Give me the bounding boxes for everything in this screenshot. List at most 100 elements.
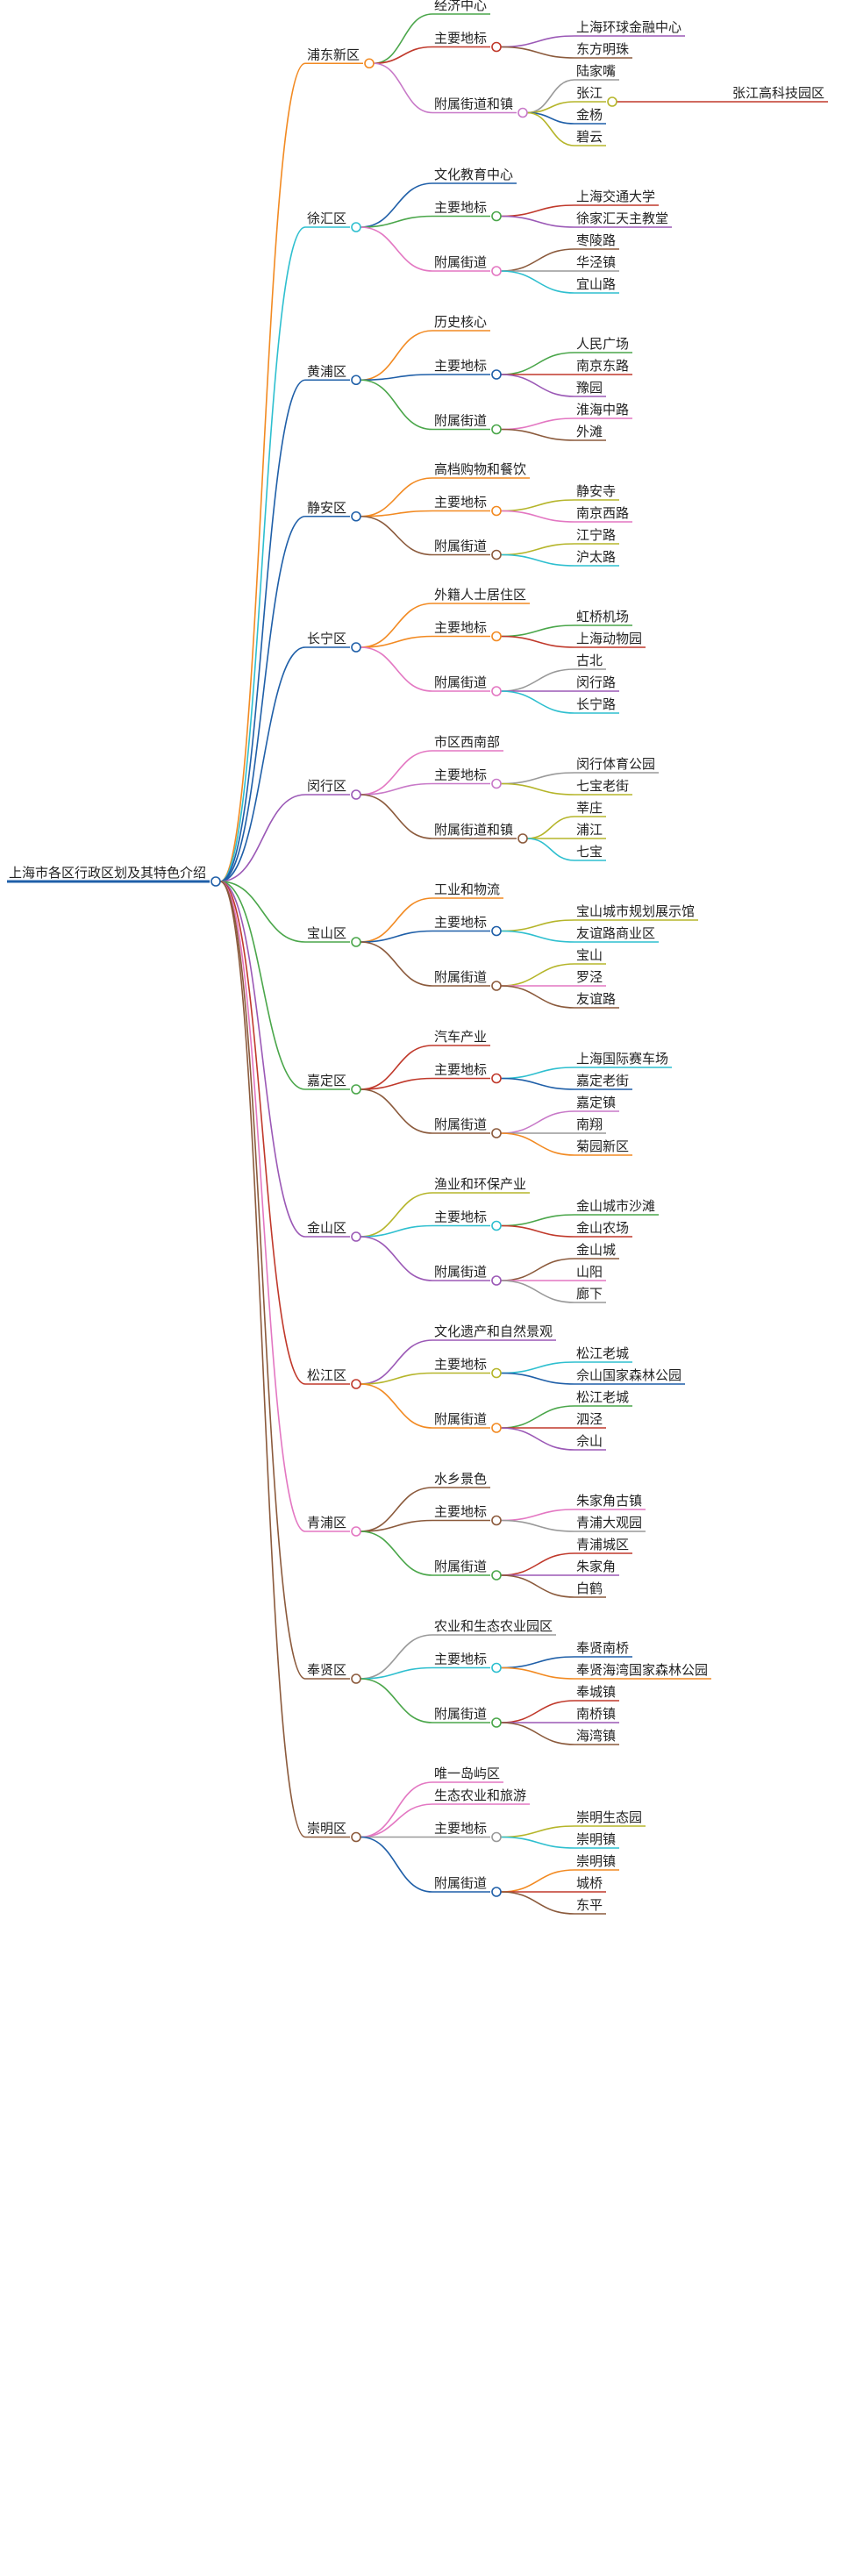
root-node-toggle-knob[interactable] [210,876,221,887]
category-node-label: 经济中心 [434,0,487,13]
category-node-label: 外籍人士居住区 [434,587,526,603]
category-node-toggle-knob[interactable] [491,1887,502,1897]
category-node-toggle-knob[interactable] [491,1367,502,1379]
district-node-toggle-knob[interactable] [351,1084,361,1095]
item-node-connector [500,690,575,714]
district-node-label: 崇明区 [307,1821,346,1837]
category-node-connector [360,1803,433,1838]
item-node-label: 崇明镇 [576,1853,616,1869]
category-node-connector [360,330,433,382]
category-node-toggle-knob[interactable] [491,686,502,696]
category-node-toggle-knob[interactable] [491,1662,502,1673]
district-node-toggle-knob[interactable] [351,222,361,232]
category-node-connector [360,1836,433,1893]
district-node-toggle-knob[interactable] [351,1673,361,1684]
category-node-connector [360,1192,433,1238]
item-node-connector [500,1280,575,1303]
category-node-toggle-knob[interactable] [491,549,502,560]
category-node-toggle-knob[interactable] [491,1073,502,1084]
item-node-label: 宜山路 [576,276,616,292]
category-node-toggle-knob[interactable] [491,1570,502,1581]
item-node-connector [500,1700,575,1723]
item-node-label: 华泾镇 [576,254,616,270]
category-node-toggle-knob[interactable] [491,505,502,517]
item-node-label: 嘉定老街 [576,1073,629,1088]
item-node-connector [500,1372,575,1385]
category-node-toggle-knob[interactable] [491,981,502,991]
category-node-connector [360,603,433,648]
item-node-connector [500,919,575,932]
category-node-toggle-knob[interactable] [491,266,502,276]
category-node-toggle-knob[interactable] [517,107,528,118]
district-node-toggle-knob[interactable] [351,789,361,800]
item-node-label: 朱家角 [576,1559,616,1574]
item-node-label: 崇明生态园 [576,1809,642,1825]
item-node-label: 古北 [576,653,603,668]
district-node-connector [219,226,306,882]
category-node-label: 水乡景色 [434,1471,487,1487]
item-node-label: 静安寺 [576,483,616,499]
category-node-toggle-knob[interactable] [491,925,502,937]
category-node-label: 市区西南部 [434,734,500,750]
item-node-label: 七宝 [576,844,603,860]
category-node-connector [360,477,433,517]
district-node-toggle-knob[interactable] [351,1831,361,1843]
category-node-toggle-knob[interactable] [491,1128,502,1138]
category-node-connector [360,515,433,556]
district-node-toggle-knob[interactable] [364,58,375,69]
district-node-label: 青浦区 [307,1515,346,1531]
district-node-toggle-knob[interactable] [351,1526,361,1537]
category-node-connector [360,379,433,431]
item-node-connector [500,1110,575,1134]
district-node-toggle-knob[interactable] [351,937,361,947]
category-node-toggle-knob[interactable] [491,369,502,380]
category-node-toggle-knob[interactable] [491,631,502,642]
category-node-toggle-knob[interactable] [517,833,528,844]
category-node-toggle-knob[interactable] [491,211,502,222]
root-node-label: 上海市各区行政区划及其特色介绍 [9,865,206,881]
district-node-toggle-knob[interactable] [351,375,361,386]
item-node-label: 南京东路 [576,358,629,374]
item-node-label: 松江老城 [576,1345,629,1361]
item-node-label: 浦江 [576,822,603,838]
district-node-toggle-knob[interactable] [351,642,361,653]
category-node-toggle-knob[interactable] [491,1717,502,1728]
category-node-label: 汽车产业 [434,1029,487,1045]
item-node-label: 宝山 [576,947,603,963]
category-node-toggle-knob[interactable] [491,1831,502,1843]
district-node-label: 金山区 [307,1220,346,1236]
item-node-connector [500,1427,575,1451]
category-node-toggle-knob[interactable] [491,41,502,53]
item-node-label: 佘山国家森林公园 [576,1367,681,1383]
item-node-label: 廊下 [576,1286,603,1302]
item-node-connector [500,668,575,692]
category-node-toggle-knob[interactable] [491,1515,502,1526]
district-node-connector [219,881,306,1238]
category-node-toggle-knob[interactable] [491,424,502,435]
item-node-connector [500,499,575,512]
category-node-toggle-knob[interactable] [491,778,502,789]
district-node-toggle-knob[interactable] [351,1379,361,1389]
category-node-connector [360,635,433,648]
district-node-toggle-knob[interactable] [351,510,361,522]
item-node-connector [526,816,575,839]
connector-layer [7,13,828,1915]
item-node-connector [500,1077,575,1090]
item-node-toggle-knob[interactable] [607,96,617,107]
item-node-label: 徐家汇天主教堂 [576,211,668,226]
category-node-connector [360,1045,433,1090]
category-node-toggle-knob[interactable] [491,1423,502,1433]
item-node-label: 金杨 [576,107,603,123]
category-node-connector [360,215,433,228]
item-node-label: 奉贤南桥 [576,1640,629,1656]
category-node-toggle-knob[interactable] [491,1275,502,1286]
district-node-toggle-knob[interactable] [351,1231,361,1242]
category-node-toggle-knob[interactable] [491,1220,502,1231]
item-node-label: 外滩 [576,424,603,439]
item-node-label: 奉城镇 [576,1684,616,1700]
district-node-label: 闵行区 [307,778,346,794]
item-node-connector [500,1405,575,1429]
item-node-label: 上海交通大学 [576,189,655,204]
item-node-label: 金山城 [576,1242,616,1258]
